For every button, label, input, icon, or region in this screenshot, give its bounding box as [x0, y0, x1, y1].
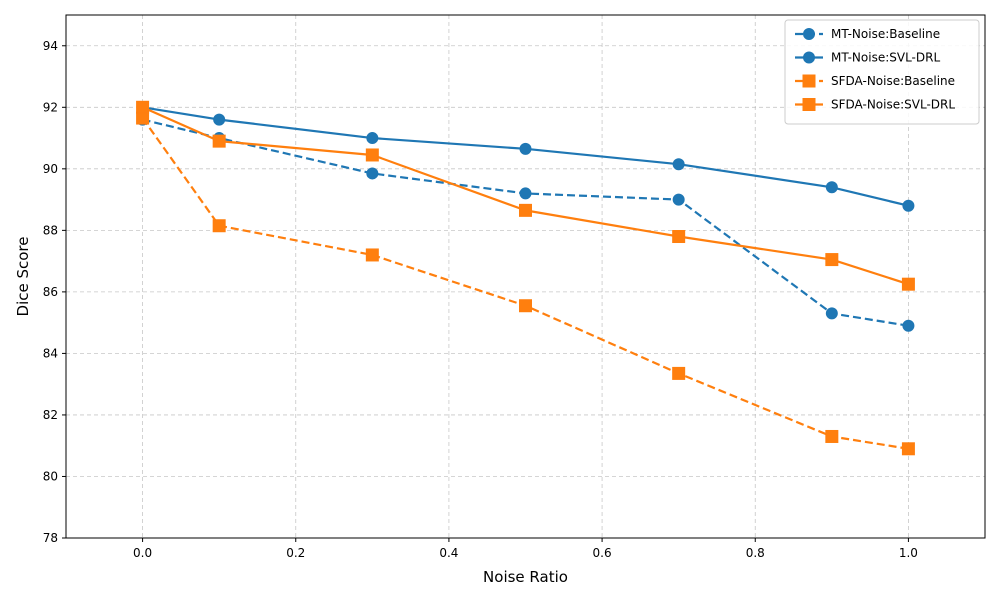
x-tick-label: 0.2	[286, 546, 305, 560]
data-point	[672, 230, 686, 244]
data-point	[365, 148, 379, 162]
legend-box	[784, 19, 980, 125]
data-point	[902, 199, 915, 212]
y-tick-label: 92	[43, 100, 58, 114]
x-tick-label: 0.0	[133, 546, 152, 560]
y-tick-label: 78	[43, 531, 58, 545]
x-tick-label: 0.4	[439, 546, 458, 560]
data-point	[825, 307, 838, 320]
series-line	[141, 117, 909, 450]
data-point	[672, 158, 685, 171]
tick-layer: 0.0 0.2 0.4 0.6 0.8 1.0 78 80 82 84 86 88 90 92 94	[43, 39, 918, 560]
data-point	[213, 113, 226, 126]
y-tick-label: 90	[43, 162, 58, 176]
y-axis-title: Dice Score	[14, 237, 32, 317]
y-tick-label: 82	[43, 408, 58, 422]
legend-item: SFDA-Noise:Baseline	[795, 74, 955, 88]
legend-label: SFDA-Noise:Baseline	[831, 74, 955, 88]
data-point	[672, 193, 685, 206]
legend-marker	[802, 98, 816, 111]
data-point	[365, 248, 379, 262]
legend-item: MT-Noise:Baseline	[795, 27, 940, 41]
data-point	[366, 132, 379, 145]
legend-marker	[803, 28, 815, 40]
y-tick-label: 80	[43, 469, 58, 483]
y-tick-label: 88	[43, 223, 58, 237]
legend-item: SFDA-Noise:SVL-DRL	[795, 98, 955, 112]
legend-marker	[802, 74, 816, 88]
data-point	[519, 187, 532, 200]
data-point	[366, 167, 379, 180]
data-point	[902, 319, 915, 332]
data-point	[825, 253, 839, 267]
data-point	[519, 142, 532, 155]
data-point	[672, 366, 686, 380]
legend-label: MT-Noise:SVL-DRL	[831, 51, 940, 65]
legend: MT-Noise:Baseline MT-Noise:SVL-DRL SFDA-No…	[784, 19, 980, 125]
y-tick-label: 94	[43, 39, 58, 53]
data-point	[519, 299, 532, 313]
series-sfda-noise-baseline	[136, 111, 915, 456]
series-sfda-noise-svl-drl	[136, 100, 915, 291]
y-tick-label: 84	[43, 346, 58, 360]
y-tick-label: 86	[43, 285, 58, 299]
data-point	[825, 429, 839, 443]
legend-item: MT-Noise:SVL-DRL	[795, 51, 940, 65]
plot-frame	[65, 14, 986, 539]
legend-marker	[803, 51, 815, 64]
x-tick-label: 0.6	[593, 546, 612, 560]
x-tick-label: 1.0	[899, 546, 918, 560]
data-point	[212, 219, 226, 233]
x-axis-title: Noise Ratio	[483, 568, 568, 586]
x-tick-label: 0.8	[746, 546, 765, 560]
legend-label: SFDA-Noise:SVL-DRL	[831, 98, 955, 112]
data-point	[901, 277, 915, 291]
series-layer	[136, 100, 915, 456]
data-point	[825, 181, 838, 194]
data-point	[136, 100, 150, 114]
data-point	[212, 134, 226, 148]
data-point	[901, 442, 915, 456]
legend-label: MT-Noise:Baseline	[831, 27, 940, 41]
data-point	[519, 203, 532, 217]
data-point	[136, 111, 150, 125]
